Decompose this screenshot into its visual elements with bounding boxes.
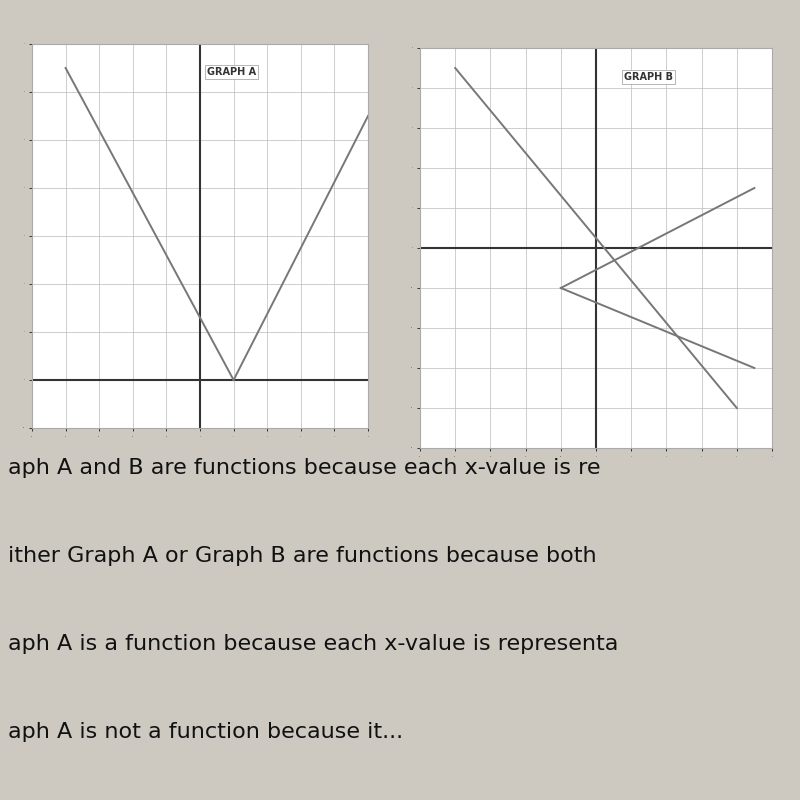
Text: ither Graph A or Graph B are functions because both: ither Graph A or Graph B are functions b… — [8, 546, 597, 566]
Text: aph A is a function because each x-value is representa: aph A is a function because each x-value… — [8, 634, 618, 654]
Text: aph A and B are functions because each x-value is re: aph A and B are functions because each x… — [8, 458, 601, 478]
Text: GRAPH B: GRAPH B — [624, 72, 673, 82]
Text: aph A is not a function because it...: aph A is not a function because it... — [8, 722, 403, 742]
Text: GRAPH A: GRAPH A — [206, 66, 256, 77]
